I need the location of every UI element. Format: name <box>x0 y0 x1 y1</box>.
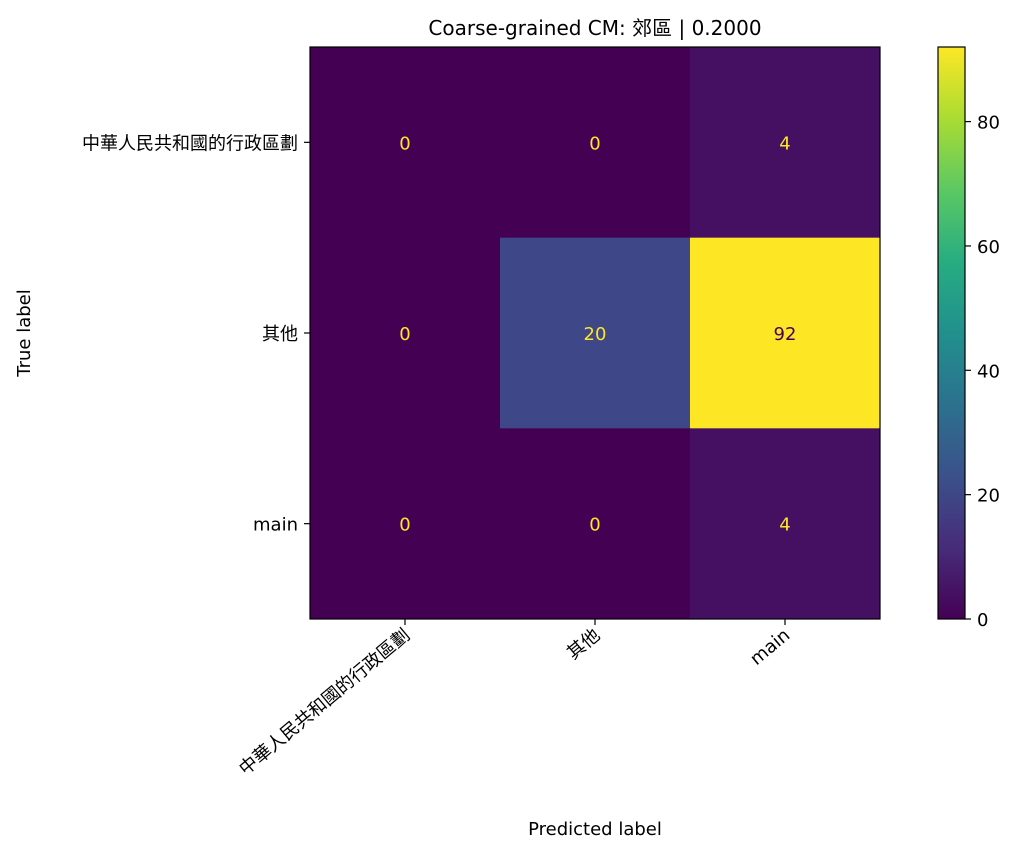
x-axis-ticks: 中華人民共和國的行政區劃 其他 main <box>235 619 794 780</box>
heatmap-cell <box>310 47 501 239</box>
x-tick-label: 中華人民共和國的行政區劃 <box>235 625 414 780</box>
colorbar-tick-label: 60 <box>977 237 1000 258</box>
colorbar-tick-label: 80 <box>977 113 1000 134</box>
heatmap-cell <box>500 428 691 620</box>
heatmap-cell <box>500 47 691 239</box>
heatmap-cell <box>690 428 881 620</box>
y-tick-label: 中華人民共和國的行政區劃 <box>82 133 298 154</box>
heatmap-cell <box>690 47 881 239</box>
cell-value-label: 0 <box>399 133 410 154</box>
cell-value-label: 92 <box>774 324 797 345</box>
colorbar-tick-label: 0 <box>977 610 988 631</box>
chart-title: Coarse-grained CM: 郊區 | 0.2000 <box>428 16 761 40</box>
cell-value-label: 0 <box>399 515 410 536</box>
cell-value-label: 0 <box>589 515 600 536</box>
cell-value-label: 4 <box>779 515 790 536</box>
x-tick-label: 其他 <box>563 625 604 664</box>
y-axis-label: True label <box>14 289 35 378</box>
heatmap-cell <box>690 237 881 429</box>
cell-value-label: 0 <box>589 133 600 154</box>
heatmap-cell <box>500 237 691 429</box>
colorbar-tick-label: 40 <box>977 361 1000 382</box>
heatmap-cell <box>310 428 501 620</box>
colorbar-ticks: 0 20 40 60 80 <box>965 113 1000 631</box>
cell-value-label: 4 <box>779 133 790 154</box>
heatmap-cell-labels: 0 0 4 0 20 92 0 0 4 <box>399 133 796 535</box>
heatmap-cells <box>310 47 881 620</box>
colorbar-tick-label: 20 <box>977 486 1000 507</box>
x-axis-label: Predicted label <box>528 819 662 840</box>
cell-value-label: 20 <box>584 324 607 345</box>
x-tick-label: main <box>746 625 794 670</box>
y-tick-label: 其他 <box>262 324 298 345</box>
cell-value-label: 0 <box>399 324 410 345</box>
heatmap-cell <box>310 237 501 429</box>
y-tick-label: main <box>253 515 298 536</box>
colorbar <box>937 46 966 620</box>
